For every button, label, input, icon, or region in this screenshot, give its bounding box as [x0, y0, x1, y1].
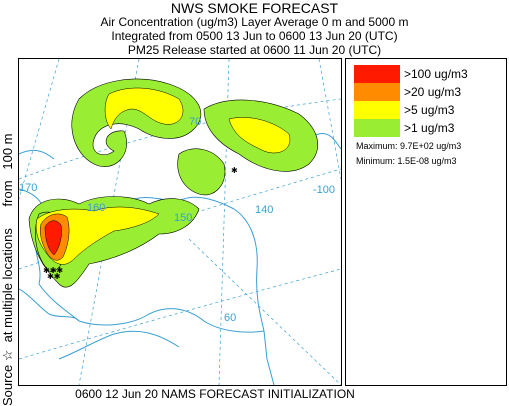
- minimum-value: Minimum: 1.5E-08 ug/m3: [356, 156, 457, 166]
- map-panel[interactable]: ✱✱✱ ✱✱ ✱ 170 160 150 140 -100 60 70: [18, 58, 342, 386]
- legend-item-gt100: >100 ug/m3: [354, 65, 502, 83]
- source-location-label: Source ☆ at multiple locations from 100 …: [0, 133, 15, 406]
- subtitle-concentration: Air Concentration (ug/m3) Layer Average …: [100, 15, 409, 29]
- label-140: 140: [255, 204, 273, 216]
- source-markers: ✱✱✱ ✱✱ ✱: [43, 166, 238, 281]
- label-70: 70: [189, 116, 201, 128]
- legend-label: >20 ug/m3: [404, 85, 462, 99]
- label-60: 60: [224, 312, 236, 324]
- maximum-value: Maximum: 9.7E+02 ug/m3: [356, 141, 462, 151]
- smoke-map: ✱✱✱ ✱✱ ✱ 170 160 150 140 -100 60 70: [19, 59, 341, 385]
- legend-item-gt20: >20 ug/m3: [354, 83, 502, 101]
- legend-item-gt1: >1 ug/m3: [354, 119, 502, 137]
- legend-swatch: [354, 101, 400, 119]
- legend-swatch: [354, 119, 400, 137]
- subtitle-integration: Integrated from 0500 13 Jun to 0600 13 J…: [111, 29, 398, 43]
- forecast-initialization: 0600 12 Jun 20 NAMS FORECAST INITIALIZAT…: [75, 387, 355, 401]
- label-m100: -100: [313, 184, 335, 196]
- legend-label: >1 ug/m3: [404, 121, 455, 135]
- label-160: 160: [87, 202, 105, 214]
- legend-panel: >100 ug/m3 >20 ug/m3 >5 ug/m3 >1 ug/m3 M…: [345, 58, 507, 386]
- legend-swatch: [354, 83, 400, 101]
- legend-label: >5 ug/m3: [404, 103, 455, 117]
- legend-item-gt5: >5 ug/m3: [354, 101, 502, 119]
- label-150: 150: [174, 212, 192, 224]
- svg-text:✱✱: ✱✱: [47, 272, 61, 281]
- contour-gt100: [44, 220, 62, 256]
- svg-text:✱✱✱: ✱✱✱: [43, 266, 63, 275]
- svg-text:✱: ✱: [231, 166, 238, 175]
- subtitle-release: PM25 Release started at 0600 11 Jun 20 (…: [127, 43, 382, 57]
- legend-swatch: [354, 65, 400, 83]
- label-170: 170: [19, 182, 37, 194]
- chart-title: NWS SMOKE FORECAST: [170, 0, 339, 16]
- legend-label: >100 ug/m3: [404, 67, 468, 81]
